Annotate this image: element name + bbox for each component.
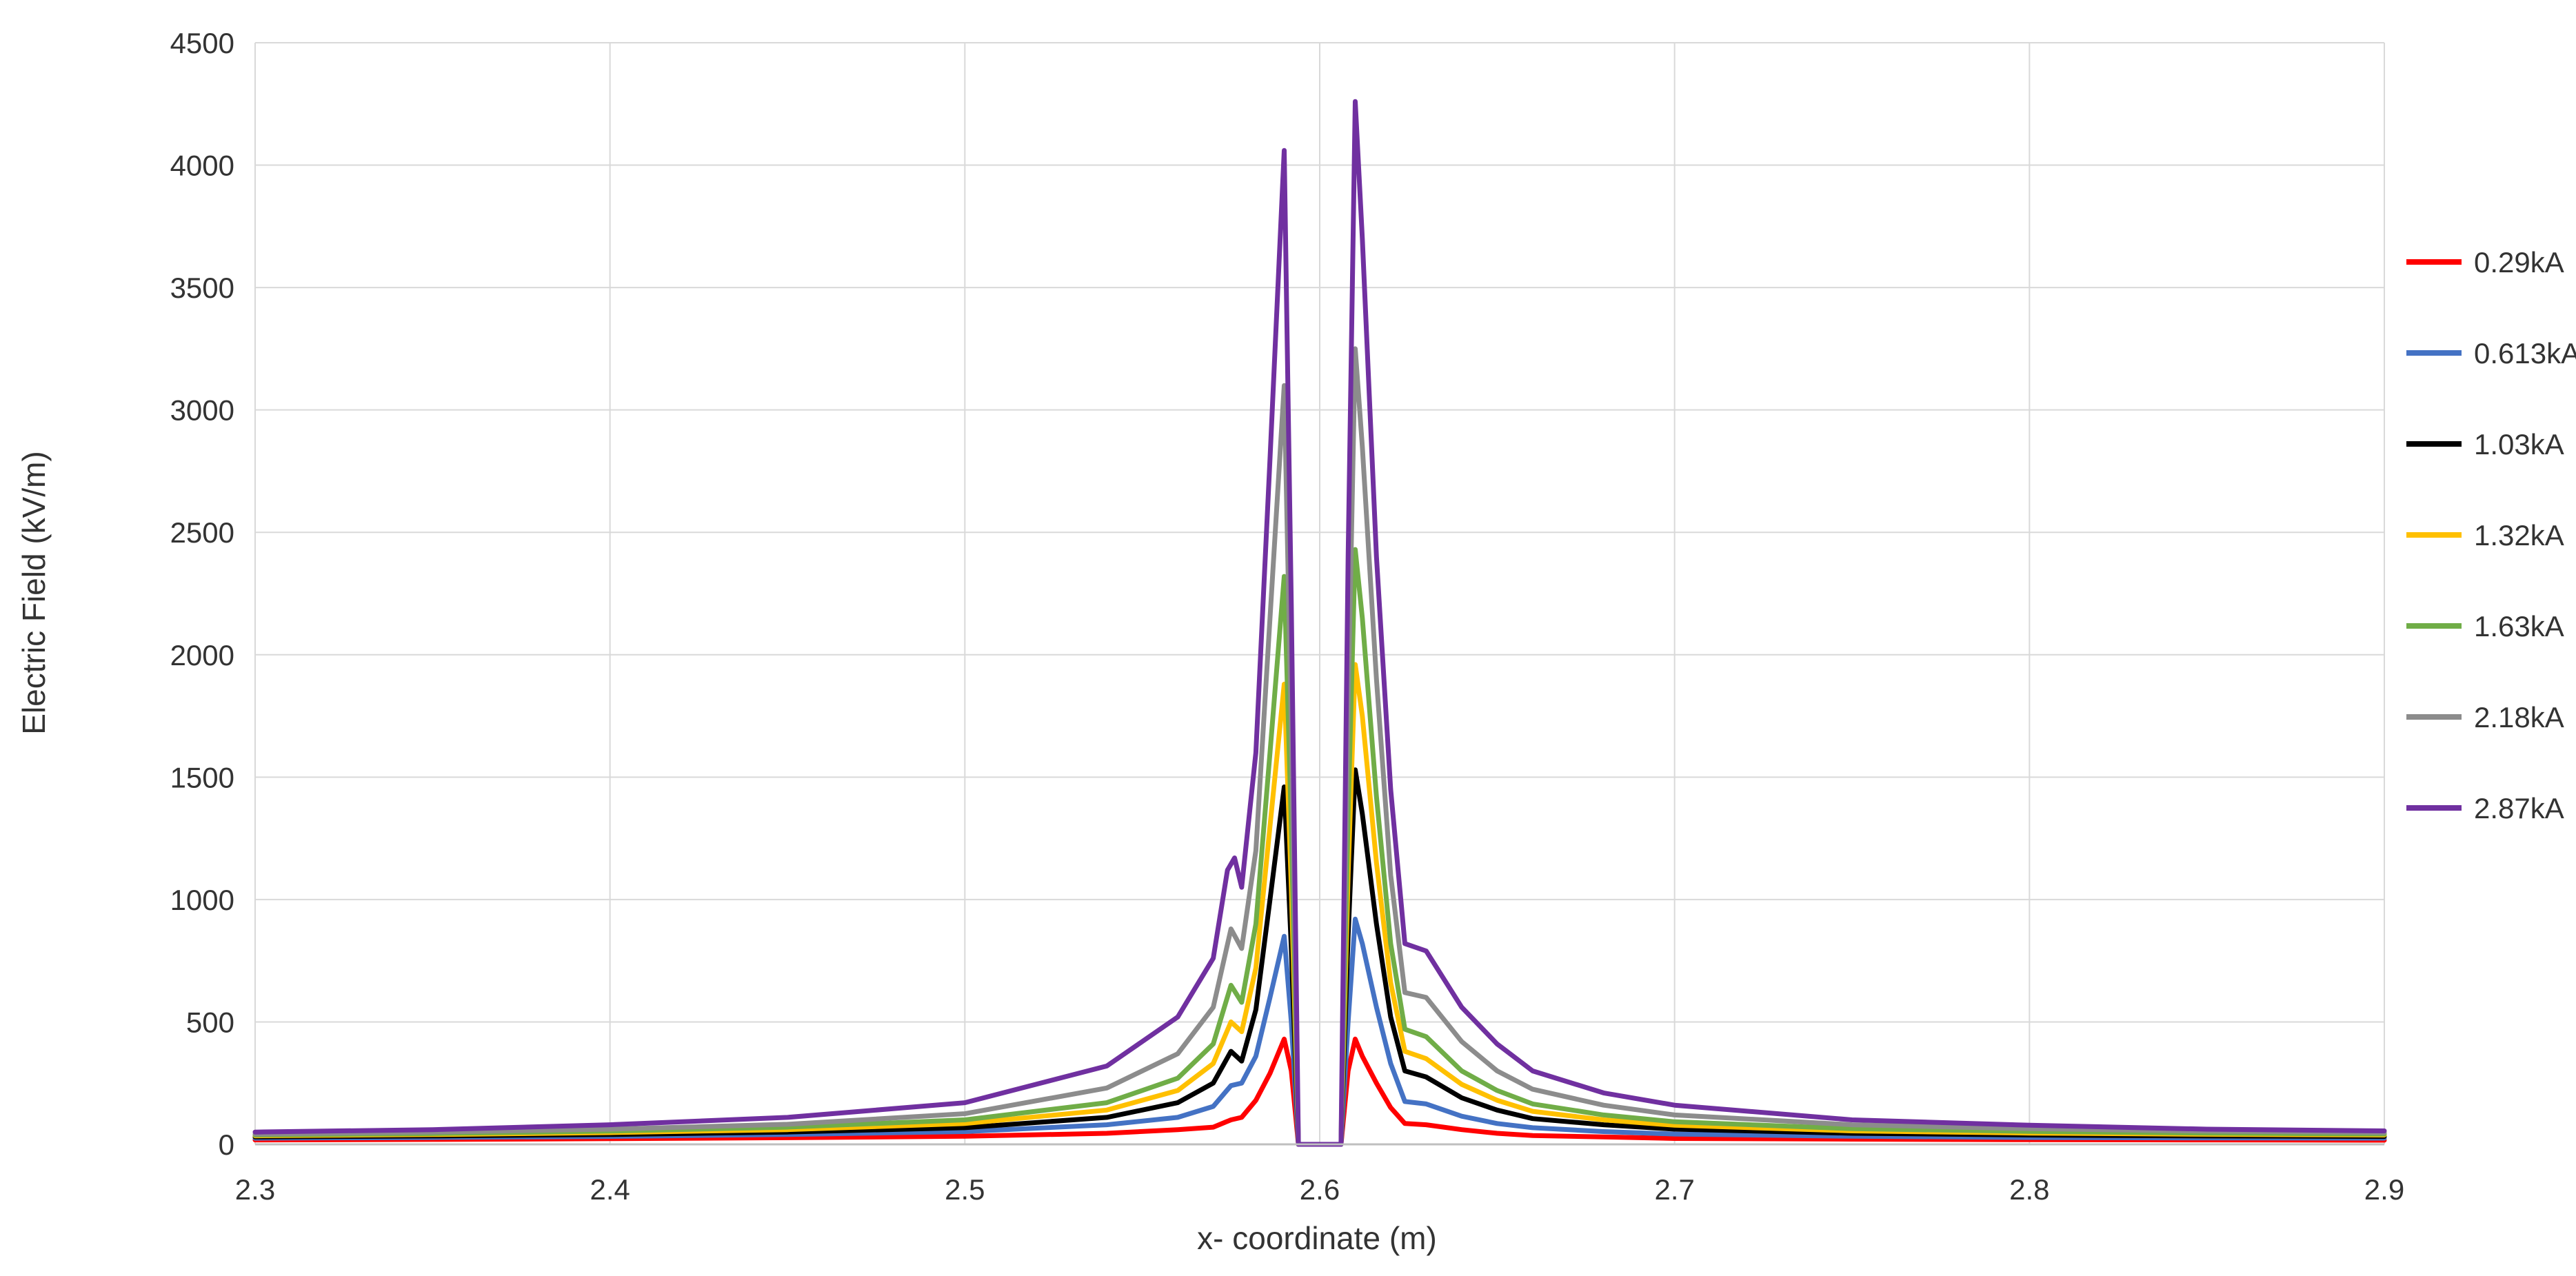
legend-label: 1.32kA [2474,519,2564,551]
y-tick-label: 3500 [170,272,234,304]
y-tick-label: 4000 [170,150,234,182]
y-tick-label: 500 [186,1006,234,1038]
y-tick-label: 0 [219,1128,234,1161]
x-tick-label: 2.7 [1654,1173,1694,1206]
x-tick-label: 2.5 [945,1173,985,1206]
x-tick-label: 2.3 [235,1173,275,1206]
tick-labels: 0 500 1000 1500 2000 2500 3000 3500 4000 4500 2.3 2… [170,27,2405,1206]
y-tick-label: 2500 [170,516,234,549]
x-tick-label: 2.4 [590,1173,630,1206]
legend-label: 0.29kA [2474,246,2564,279]
legend-label: 1.03kA [2474,428,2564,460]
legend-label: 0.613kA [2474,337,2576,369]
legend-label: 2.18kA [2474,701,2564,733]
y-tick-label: 1500 [170,761,234,793]
x-tick-label: 2.6 [1300,1173,1340,1206]
x-tick-label: 2.8 [2009,1173,2049,1206]
y-tick-label: 4500 [170,27,234,59]
x-axis-title: x- coordinate (m) [1197,1220,1437,1256]
y-axis-title: Electric Field (kV/m) [16,451,52,734]
x-tick-label: 2.9 [2364,1173,2404,1206]
legend: 0.29kA 0.613kA 1.03kA 1.32kA 1.63kA 2.18kA 2.8… [2406,246,2576,824]
legend-label: 2.87kA [2474,792,2564,824]
y-tick-label: 2000 [170,639,234,671]
gridlines [254,42,2385,1144]
legend-label: 1.63kA [2474,610,2564,642]
y-tick-label: 3000 [170,394,234,427]
y-tick-label: 1000 [170,884,234,916]
